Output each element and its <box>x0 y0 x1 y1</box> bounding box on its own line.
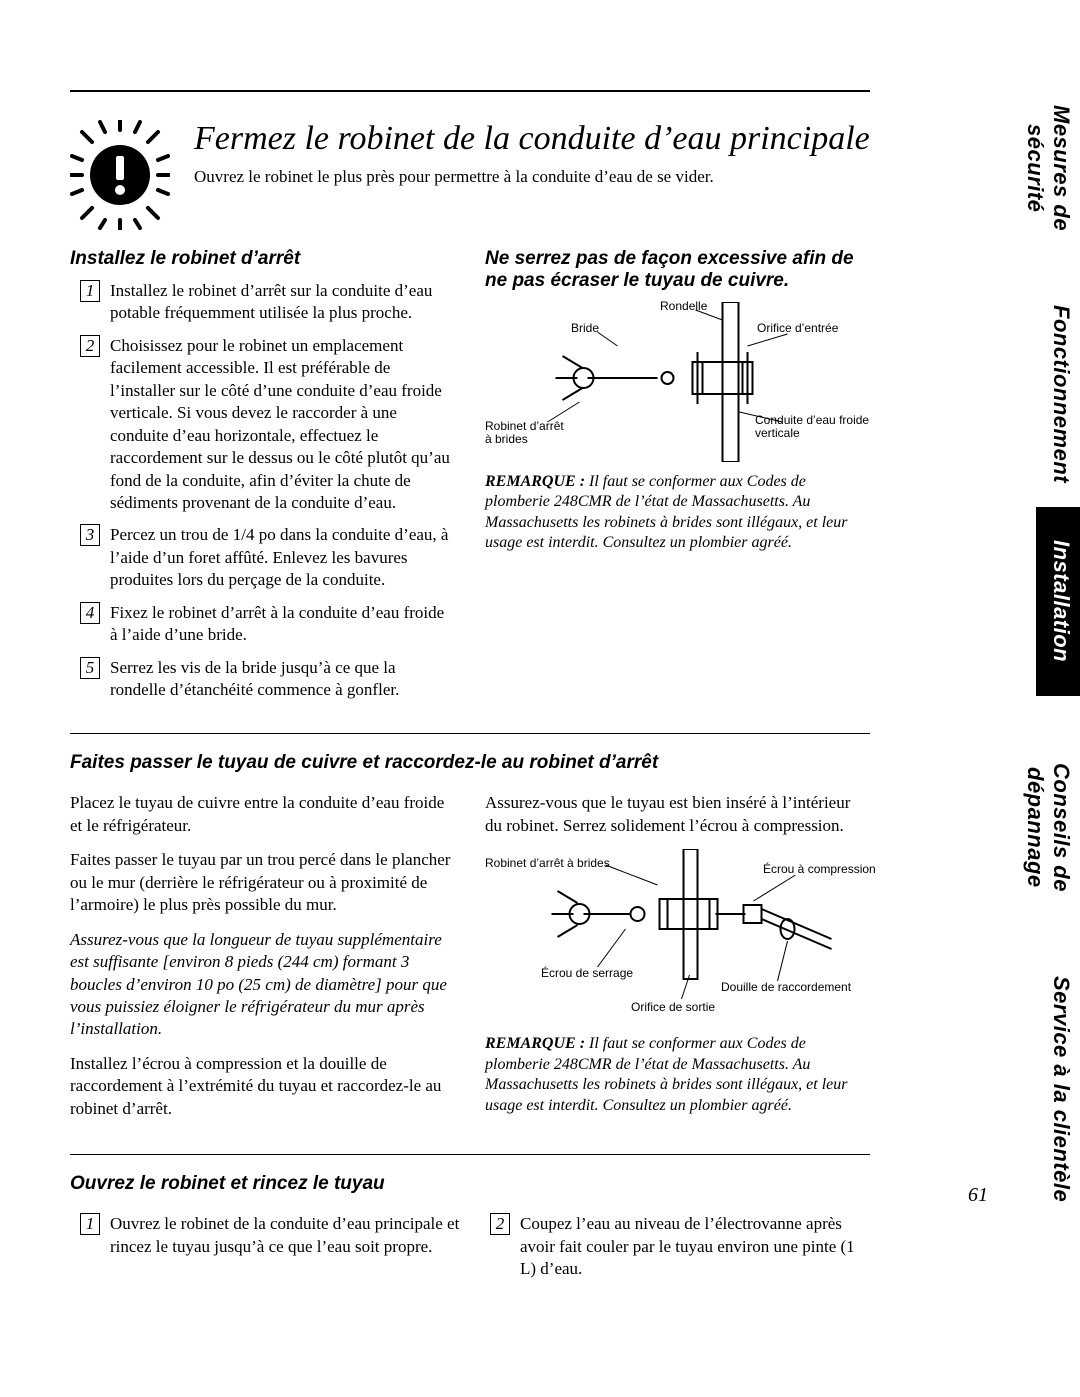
step-text: Installez le robinet d’arrêt sur la cond… <box>110 280 455 325</box>
tab-securite[interactable]: Mesures de sécurité <box>1036 55 1080 281</box>
remarque-label: REMARQUE : <box>485 473 585 490</box>
tab-service[interactable]: Service à la clientèle <box>1036 958 1080 1220</box>
dlabel-orifice: Orifice d’entrée <box>757 322 838 335</box>
step-text: Ouvrez le robinet de la conduite d’eau p… <box>110 1213 460 1258</box>
rule <box>70 733 870 734</box>
dlabel-bride: Bride <box>571 322 599 335</box>
step-text: Percez un trou de 1/4 po dans la conduit… <box>110 524 455 591</box>
warning-burst-icon <box>70 120 170 230</box>
remarque-2: REMARQUE : Il faut se conformer aux Code… <box>485 1034 870 1116</box>
side-tabs: Mesures de sécurité Fonctionnement Insta… <box>1036 55 1080 1220</box>
tab-installation[interactable]: Installation <box>1036 507 1080 697</box>
page-title: Fermez le robinet de la conduite d’eau p… <box>194 120 870 158</box>
para: Placez le tuyau de cuivre entre la condu… <box>70 792 455 837</box>
remarque-label: REMARQUE : <box>485 1035 585 1052</box>
step-row: 3 Percez un trou de 1/4 po dans la condui… <box>80 524 455 591</box>
step-number: 1 <box>80 1213 100 1235</box>
subhead-install: Installez le robinet d’arrêt <box>70 248 455 270</box>
dlabel-rondelle: Rondelle <box>660 300 707 313</box>
page-content: Fermez le robinet de la conduite d’eau p… <box>70 90 870 1290</box>
section-flush: Ouvrez le robinet et rincez le tuyau 1 Ou… <box>70 1173 870 1290</box>
warn-overtighten: Ne serrez pas de façon excessive afin de… <box>485 248 870 292</box>
step-row: 1 Installez le robinet d’arrêt sur la con… <box>80 280 455 325</box>
remarque-1: REMARQUE : Il faut se conformer aux Code… <box>485 472 870 554</box>
dlabel-robinet: Robinet d’arrêt à brides <box>485 420 564 446</box>
step-row: 5 Serrez les vis de la bride jusqu’à ce q… <box>80 657 455 702</box>
para-italic: Assurez-vous que la longueur de tuyau su… <box>70 929 455 1041</box>
dlabel-ecrou-serr: Écrou de serrage <box>541 967 633 980</box>
step-text: Serrez les vis de la bride jusqu’à ce qu… <box>110 657 455 702</box>
step-number: 1 <box>80 280 100 302</box>
section-install-valve: Installez le robinet d’arrêt 1 Installez … <box>70 248 870 711</box>
dlabel-douille: Douille de raccordement <box>721 981 851 994</box>
dlabel-conduite: Conduite d’eau froide verticale <box>755 414 869 440</box>
step-text: Choisissez pour le robinet un emplacemen… <box>110 335 455 515</box>
step-row: 1 Ouvrez le robinet de la conduite d’eau … <box>80 1213 460 1258</box>
para: Faites passer le tuyau par un trou percé… <box>70 849 455 916</box>
header: Fermez le robinet de la conduite d’eau p… <box>70 120 870 230</box>
subhead-route: Faites passer le tuyau de cuivre et racc… <box>70 752 870 774</box>
dlabel-ecrou-comp: Écrou à compression <box>763 863 876 876</box>
tab-fonctionnement[interactable]: Fonctionnement <box>1036 281 1080 507</box>
diagram-saddle-valve: Rondelle Bride Orifice d’entrée Robinet … <box>485 302 870 462</box>
step-text: Coupez l’eau au niveau de l’électrovanne… <box>520 1213 870 1280</box>
rule <box>70 1154 870 1155</box>
step-number: 4 <box>80 602 100 624</box>
page-number: 61 <box>968 1184 988 1207</box>
tab-depannage[interactable]: Conseils de dépannage <box>1036 696 1080 958</box>
step-row: 4 Fixez le robinet d’arrêt à la conduite … <box>80 602 455 647</box>
diagram-compression: Robinet d’arrêt à brides Écrou à compres… <box>485 849 870 1024</box>
intro-text: Ouvrez le robinet le plus près pour perm… <box>194 166 870 188</box>
step-text: Fixez le robinet d’arrêt à la conduite d… <box>110 602 455 647</box>
para: Installez l’écrou à compression et la do… <box>70 1053 455 1120</box>
top-rule <box>70 90 870 92</box>
step-number: 2 <box>490 1213 510 1235</box>
dlabel-orifice-sortie: Orifice de sortie <box>631 1001 715 1014</box>
step-number: 5 <box>80 657 100 679</box>
para: Assurez-vous que le tuyau est bien insér… <box>485 792 870 837</box>
dlabel-robinet2: Robinet d’arrêt à brides <box>485 857 610 870</box>
step-number: 2 <box>80 335 100 357</box>
section-route-tubing: Faites passer le tuyau de cuivre et racc… <box>70 752 870 1132</box>
step-number: 3 <box>80 524 100 546</box>
subhead-flush: Ouvrez le robinet et rincez le tuyau <box>70 1173 870 1195</box>
step-row: 2 Coupez l’eau au niveau de l’électrovann… <box>490 1213 870 1280</box>
step-row: 2 Choisissez pour le robinet un emplaceme… <box>80 335 455 515</box>
